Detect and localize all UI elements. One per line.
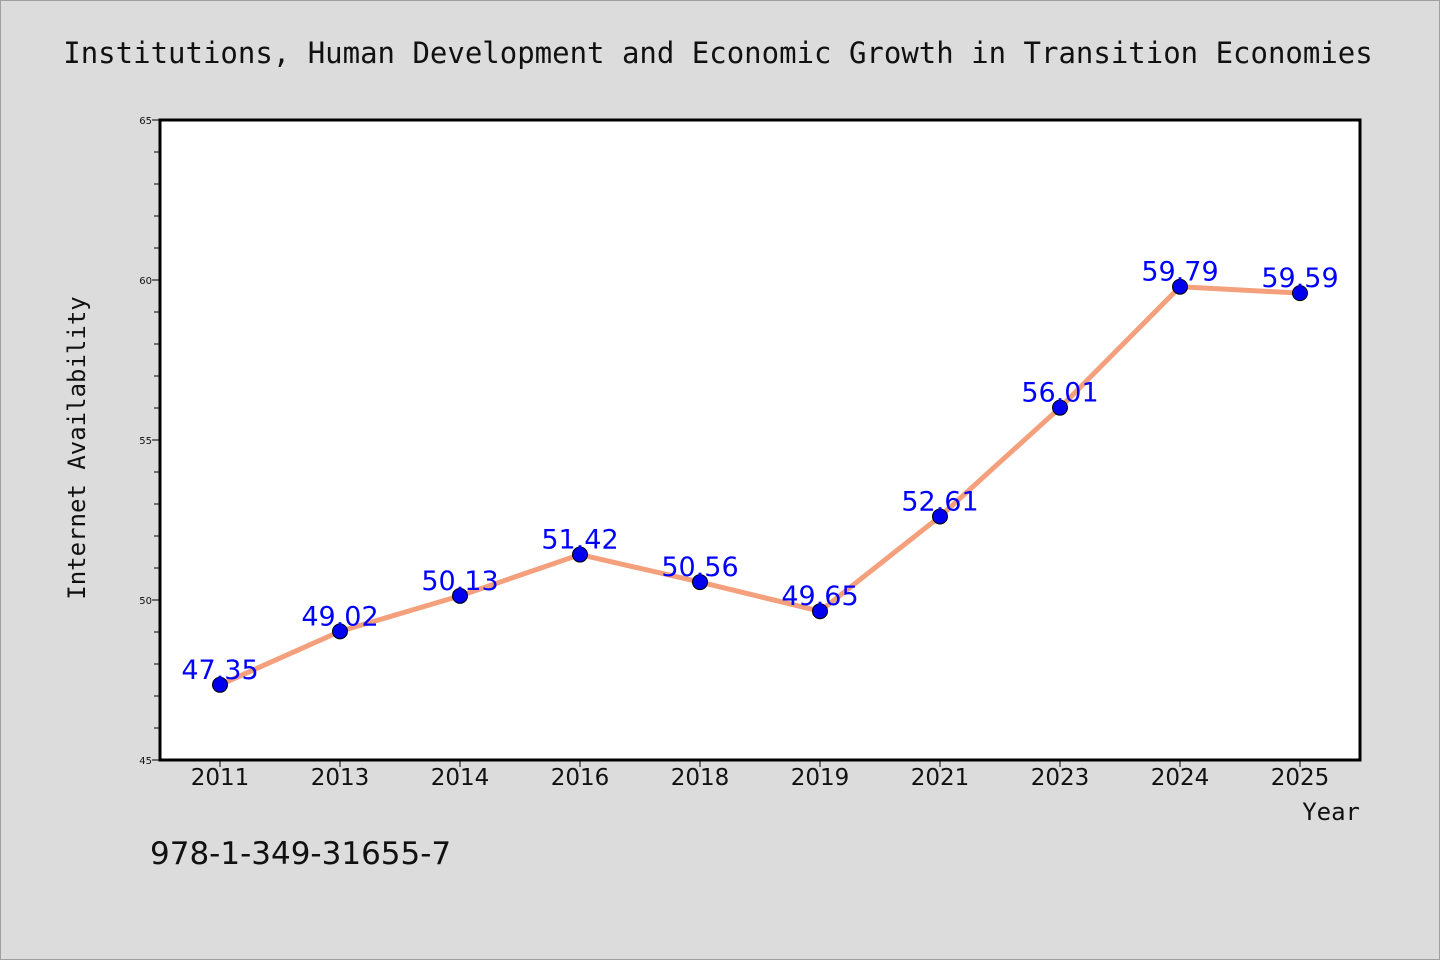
series-line (217, 284, 1303, 688)
x-axis-title: Year (1302, 798, 1360, 826)
x-tick-label: 2016 (551, 765, 610, 791)
series-layer (212, 278, 1308, 693)
data-label: 51.42 (541, 525, 618, 556)
data-label: 59.59 (1261, 263, 1338, 294)
x-tick-label: 2018 (671, 765, 730, 791)
data-label: 49.02 (301, 601, 378, 632)
chart-title: Institutions, Human Development and Econ… (63, 36, 1372, 70)
x-tick-label: 2024 (1151, 765, 1210, 791)
data-label: 50.13 (421, 566, 498, 597)
data-point (692, 574, 708, 591)
footer-isbn: 978-1-349-31655-7 (150, 836, 451, 872)
data-labels: 47.35 49.02 50.13 51.42 50.56 49.65 52.61 56.01… (181, 257, 1338, 686)
data-point (572, 546, 588, 563)
data-label: 47.35 (181, 655, 258, 686)
x-tick-label: 2011 (191, 765, 250, 791)
y-tick-label: 55 (139, 436, 152, 447)
data-label: 56.01 (1021, 378, 1098, 409)
x-tick-label: 2023 (1031, 765, 1090, 791)
y-axis: 45 50 55 60 65 (139, 116, 160, 767)
data-point (452, 587, 468, 604)
data-point (1292, 285, 1308, 302)
x-tick-label: 2014 (431, 765, 490, 791)
data-point (1172, 278, 1188, 295)
data-label: 50.56 (661, 552, 738, 583)
y-axis-title: Internet Availability (63, 296, 91, 599)
x-tick-label: 2025 (1271, 765, 1330, 791)
y-tick-label: 60 (139, 276, 152, 287)
y-tick-label: 65 (139, 116, 152, 127)
data-point (812, 603, 828, 620)
x-axis: 2011 2013 2014 2016 2018 2019 2021 2023 2024 2025 (191, 760, 1330, 791)
data-label: 59.79 (1141, 257, 1218, 288)
x-tick-label: 2019 (791, 765, 850, 791)
y-tick-label: 50 (139, 596, 152, 607)
y-tick-label: 45 (139, 756, 152, 767)
data-point (332, 623, 348, 640)
data-label: 52.61 (901, 486, 978, 517)
x-tick-label: 2013 (311, 765, 370, 791)
data-point (212, 676, 228, 693)
plot-area (158, 118, 1362, 762)
data-label: 49.65 (781, 581, 858, 612)
data-point (1052, 399, 1068, 416)
x-tick-label: 2021 (911, 765, 970, 791)
data-point (932, 508, 948, 525)
